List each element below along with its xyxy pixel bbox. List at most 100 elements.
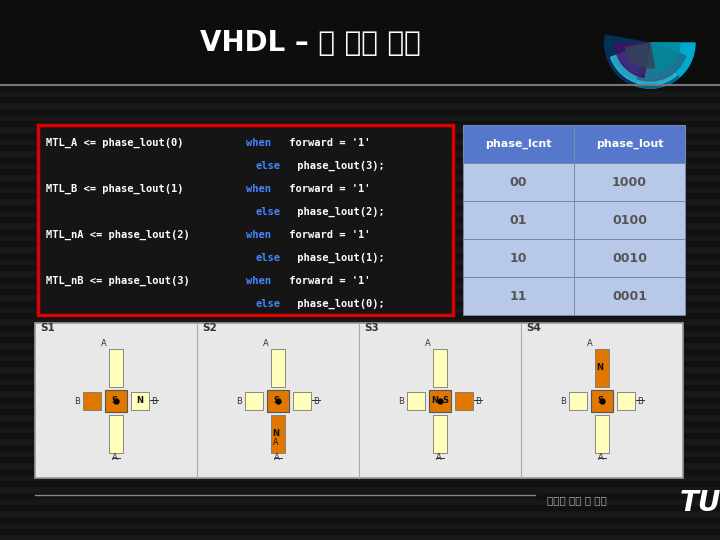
Bar [271,348,285,387]
Bar [0,432,720,438]
Text: 10: 10 [510,252,527,265]
Text: S: S [111,396,117,405]
Bar [0,6,720,12]
Text: B: B [236,396,242,406]
Text: S2: S2 [202,323,217,333]
Bar [0,138,720,144]
Bar [0,276,720,282]
Text: S: S [273,396,279,405]
Text: forward = '1': forward = '1' [283,184,371,194]
Bar [0,120,720,126]
Bar [595,415,609,453]
Bar [0,198,720,204]
Wedge shape [605,43,695,88]
Bar [0,126,720,132]
Bar [0,42,720,48]
Bar [0,426,720,432]
Bar [0,72,720,78]
Bar [0,162,720,168]
Bar [0,132,720,138]
Wedge shape [637,43,685,81]
Text: S4: S4 [526,323,541,333]
Bar [0,342,720,348]
Bar [0,102,720,108]
Bar [407,392,425,409]
Text: N: N [137,396,143,405]
Text: A: A [101,340,107,348]
Text: S1: S1 [40,323,55,333]
Text: when: when [246,184,271,194]
Text: B: B [398,396,404,406]
Text: forward = '1': forward = '1' [283,138,371,148]
Bar [0,528,720,534]
Bar [0,204,720,210]
Bar [0,150,720,156]
Bar [0,228,720,234]
Text: phase_lout(1);: phase_lout(1); [291,253,384,263]
Text: 0100: 0100 [612,213,647,226]
Bar [0,264,720,270]
Bar [0,0,720,85]
Bar [0,78,720,84]
Text: MTL_nA <= phase_lout(2): MTL_nA <= phase_lout(2) [46,230,196,240]
Bar [0,468,720,474]
Text: MTL_nB <= phase_lout(3): MTL_nB <= phase_lout(3) [46,276,196,286]
Wedge shape [615,43,650,77]
Bar [463,239,574,277]
Bar [0,510,720,516]
Bar [0,384,720,390]
Bar [0,390,720,396]
Bar [0,210,720,216]
Text: else: else [256,207,281,217]
Bar [0,480,720,486]
Text: else: else [256,253,281,263]
Bar [0,354,720,360]
Text: B: B [151,396,157,406]
Bar [433,348,447,387]
Bar [0,222,720,228]
Wedge shape [626,43,654,68]
Text: B: B [637,396,643,406]
Bar [0,18,720,24]
Text: forward = '1': forward = '1' [283,276,371,286]
Text: else: else [256,161,281,171]
Bar [0,144,720,150]
Text: S: S [597,396,603,405]
Bar [0,294,720,300]
Bar [617,392,635,409]
Bar [0,450,720,456]
Bar [0,96,720,102]
Bar [0,270,720,276]
Bar [271,415,285,453]
Bar [109,415,123,453]
Text: 00: 00 [510,176,527,188]
Bar [0,486,720,492]
Bar [0,306,720,312]
Text: N: N [272,429,279,438]
Bar [293,392,311,409]
Bar [0,252,720,258]
Text: A: A [598,454,604,462]
Bar [0,438,720,444]
Text: A: A [425,340,431,348]
Text: when: when [246,230,271,240]
Bar [0,84,720,90]
Bar [0,402,720,408]
Wedge shape [605,35,650,85]
Bar [433,415,447,453]
Text: B: B [313,396,319,406]
Wedge shape [611,43,677,85]
Text: A: A [436,454,442,462]
Bar [0,240,720,246]
Bar [0,396,720,402]
Text: A: A [112,454,118,462]
Text: phase_lout(0);: phase_lout(0); [291,299,384,309]
Bar [105,389,127,411]
Bar [0,12,720,18]
Text: else: else [256,299,281,309]
Bar [574,163,685,201]
Bar [0,348,720,354]
Bar [0,246,720,252]
Bar [574,201,685,239]
Bar [0,420,720,426]
